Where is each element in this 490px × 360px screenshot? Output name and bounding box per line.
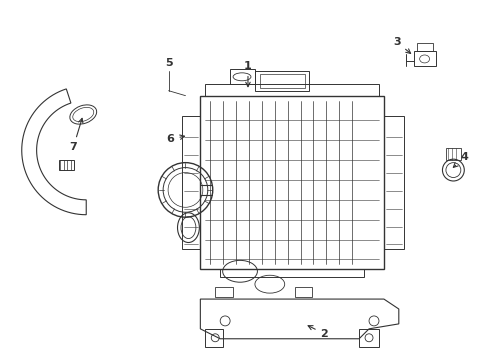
Bar bbox=[260, 74, 305, 88]
Text: 4: 4 bbox=[453, 152, 468, 167]
Bar bbox=[220, 269, 364, 277]
Bar bbox=[446, 148, 461, 160]
Text: 1: 1 bbox=[244, 61, 252, 87]
Text: 3: 3 bbox=[393, 37, 411, 53]
Bar bbox=[255, 71, 310, 91]
Bar bbox=[359, 329, 379, 347]
Text: 2: 2 bbox=[308, 326, 328, 339]
Bar bbox=[230, 69, 255, 84]
Bar bbox=[215, 287, 233, 297]
Bar bbox=[205, 84, 379, 96]
Bar bbox=[182, 116, 200, 249]
Bar bbox=[416, 43, 433, 51]
Bar bbox=[200, 96, 384, 269]
Bar bbox=[205, 329, 223, 347]
Bar bbox=[59, 160, 74, 170]
Text: 6: 6 bbox=[167, 134, 185, 144]
Bar bbox=[294, 287, 313, 297]
Bar bbox=[414, 51, 436, 66]
Bar bbox=[384, 116, 404, 249]
Text: 7: 7 bbox=[70, 118, 83, 152]
Text: 5: 5 bbox=[165, 58, 172, 68]
